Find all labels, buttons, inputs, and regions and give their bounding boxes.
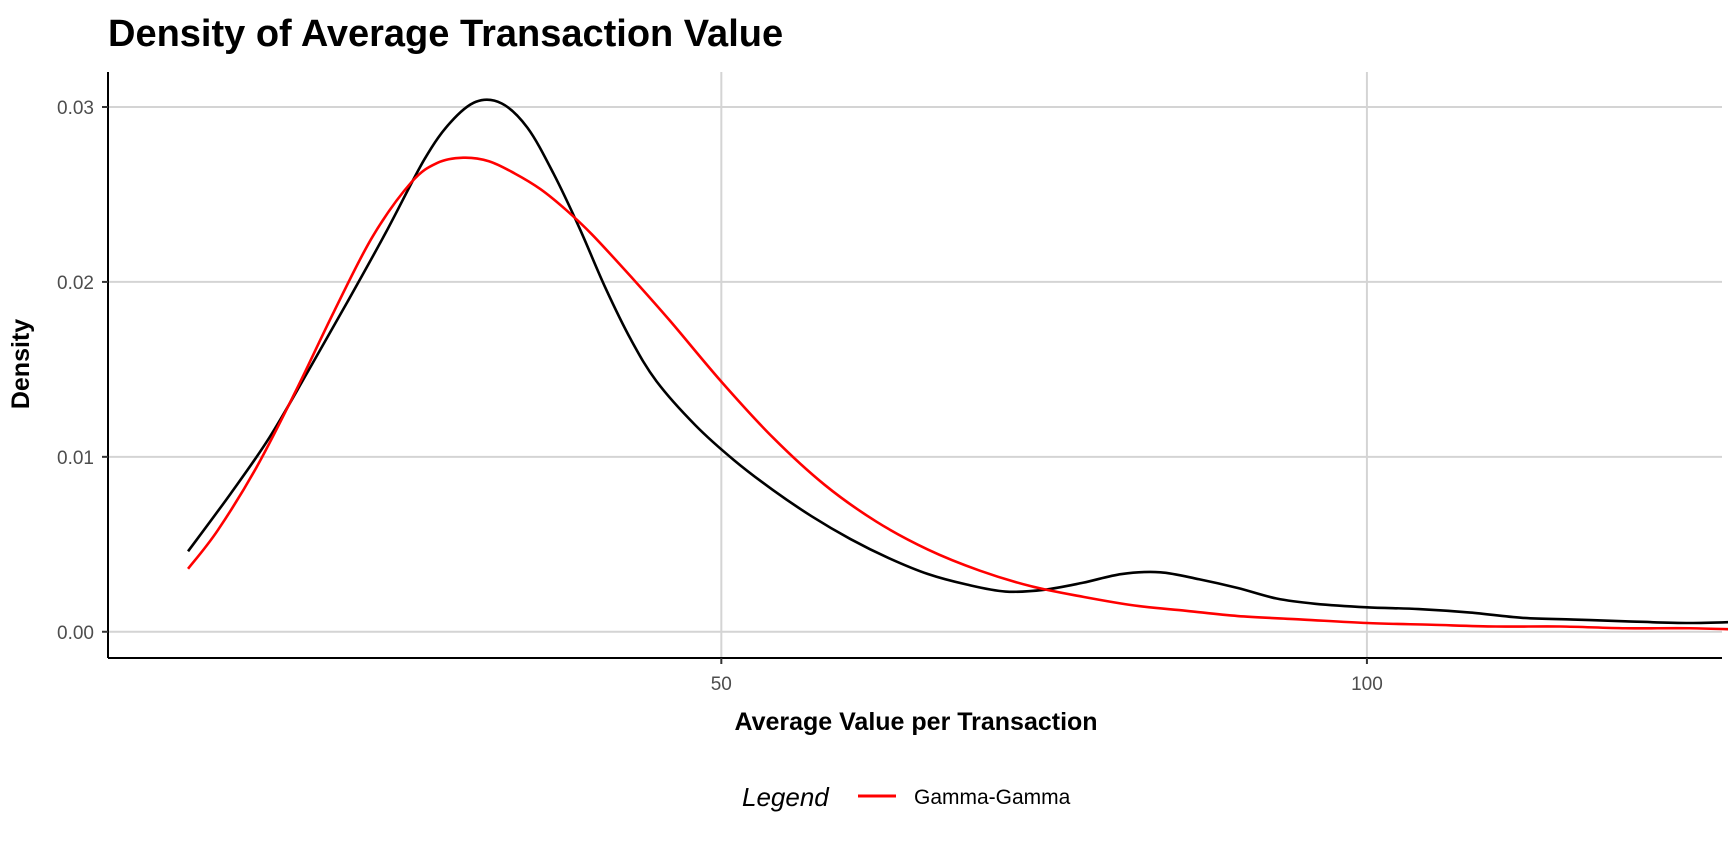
tick-labels: 0.00 0.01 0.02 0.03 50 100	[57, 98, 1383, 695]
chart-title: Density of Average Transaction Value	[108, 13, 783, 55]
series-line-gamma-gamma	[187, 156, 1728, 631]
y-axis-title: Density	[7, 319, 35, 409]
grid-lines	[108, 72, 1722, 658]
x-axis-title: Average Value per Transaction	[734, 708, 1097, 736]
legend: Legend Gamma-Gamma	[742, 782, 1071, 812]
axes	[102, 72, 1722, 664]
y-tick-label-2: 0.02	[57, 273, 94, 294]
legend-title: Legend	[742, 782, 830, 812]
legend-label-gamma-gamma: Gamma-Gamma	[914, 786, 1071, 809]
y-tick-label-1: 0.01	[57, 448, 94, 469]
y-tick-label-3: 0.03	[57, 98, 94, 119]
series-lines	[187, 98, 1728, 631]
x-tick-label-0: 50	[711, 674, 732, 695]
x-tick-label-1: 100	[1351, 674, 1383, 695]
series-line-observed-density	[187, 98, 1728, 625]
y-tick-label-0: 0.00	[57, 623, 94, 644]
